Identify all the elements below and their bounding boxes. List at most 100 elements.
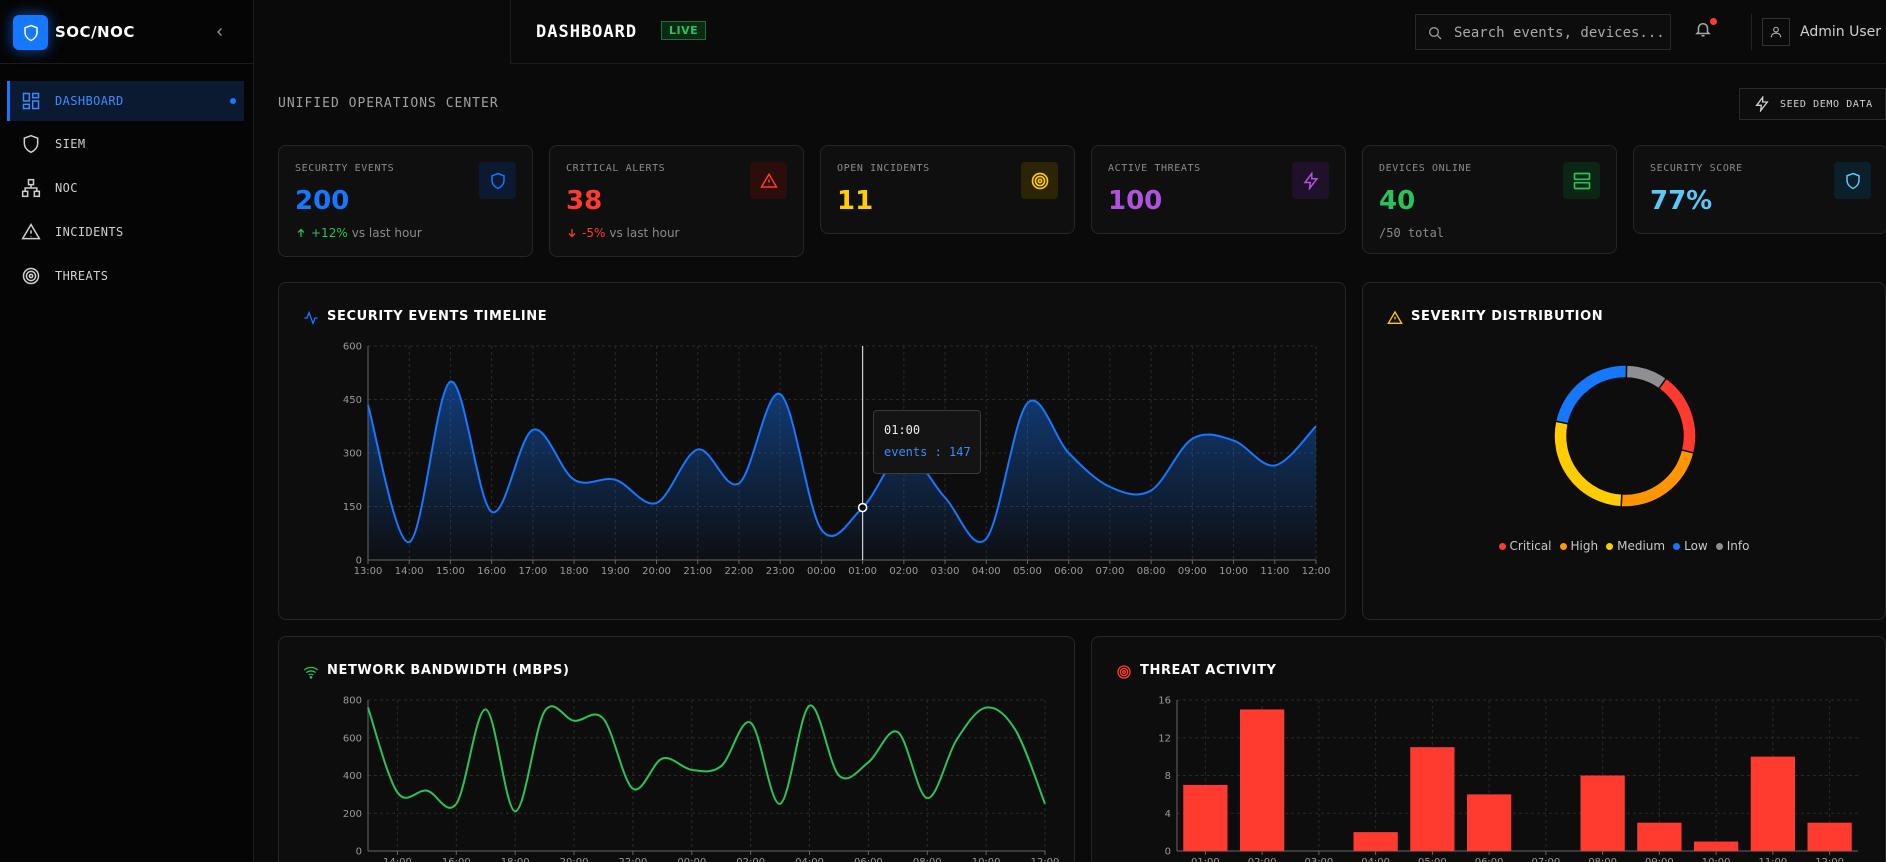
legend-swatch — [1715, 542, 1723, 550]
stat-card-active-threats: ACTIVE THREATS 100 — [1091, 145, 1346, 234]
donut-slice-info — [1625, 364, 1668, 390]
x-tick-label: 05:00 — [1418, 857, 1447, 862]
x-tick-label: 12:00 — [1815, 857, 1844, 862]
sidebar-item-noc[interactable]: NOC — [7, 168, 244, 208]
donut-slice-medium — [1553, 420, 1623, 508]
x-tick-label: 01:00 — [848, 566, 877, 577]
panel-title: SECURITY EVENTS TIMELINE — [327, 309, 548, 324]
dashboard-icon — [20, 90, 42, 112]
user-name: Admin User — [1800, 24, 1881, 40]
x-tick-label: 20:00 — [560, 857, 589, 862]
x-tick-label: 02:00 — [889, 566, 918, 577]
tooltip-time: 01:00 — [884, 423, 921, 437]
alert-triangle-icon — [750, 162, 787, 199]
x-tick-label: 18:00 — [560, 566, 589, 577]
legend-label: Medium — [1617, 539, 1666, 553]
sidebar-item-siem[interactable]: SIEM — [7, 124, 244, 164]
legend-swatch — [1606, 542, 1614, 550]
stat-change: -5% vs last hour — [566, 226, 680, 240]
search-input[interactable] — [1454, 23, 1664, 43]
bar — [1807, 822, 1852, 851]
x-tick-label: 08:00 — [1137, 566, 1166, 577]
severity-panel: SEVERITY DISTRIBUTION Critical High Medi… — [1362, 282, 1886, 620]
x-tick-label: 04:00 — [1361, 857, 1390, 862]
x-tick-label: 07:00 — [1531, 857, 1560, 862]
sidebar-item-label: NOC — [55, 181, 78, 195]
user-menu[interactable]: Admin User — [1751, 14, 1886, 50]
bar — [1466, 794, 1512, 851]
notifications-button[interactable] — [1694, 18, 1718, 44]
x-tick-label: 15:00 — [436, 566, 465, 577]
target-icon — [1021, 162, 1058, 199]
legend-label: Low — [1684, 539, 1708, 553]
target-icon — [1117, 665, 1131, 679]
lightning-icon — [1755, 96, 1769, 112]
stat-card-security-score: SECURITY SCORE 77% — [1633, 145, 1886, 234]
y-tick-label: 12 — [1158, 733, 1171, 744]
seed-demo-data-button[interactable]: SEED DEMO DATA — [1739, 88, 1886, 120]
legend-swatch — [1498, 542, 1506, 550]
seed-button-label: SEED DEMO DATA — [1780, 98, 1873, 110]
x-tick-label: 10:00 — [1702, 857, 1731, 862]
stat-label: SECURITY EVENTS — [295, 163, 395, 174]
x-tick-label: 00:00 — [807, 566, 836, 577]
x-tick-label: 14:00 — [383, 857, 412, 862]
server-icon — [1563, 162, 1600, 199]
legend-item: Info — [1715, 539, 1749, 553]
bar — [1353, 832, 1398, 851]
bar — [1580, 775, 1625, 851]
y-tick-label: 0 — [356, 556, 362, 567]
stat-change: +12% vs last hour — [295, 226, 422, 240]
bandwidth-chart[interactable]: 0 200 400 600 800 14:00 16:00 18:00 20:00 22:00 00… — [278, 636, 1075, 862]
activity-icon — [304, 310, 318, 326]
severity-donut-chart[interactable] — [1363, 283, 1886, 533]
stat-value: 77% — [1650, 186, 1713, 216]
series-line — [367, 704, 1046, 813]
y-tick-label: 200 — [343, 809, 362, 820]
tooltip-value: events : 147 — [884, 445, 971, 459]
x-tick-label: 10:00 — [972, 857, 1001, 862]
sidebar-item-label: DASHBOARD — [55, 94, 124, 108]
stat-label: SECURITY SCORE — [1650, 163, 1743, 174]
sidebar-item-dashboard[interactable]: DASHBOARD — [7, 81, 244, 121]
x-tick-label: 12:00 — [1302, 566, 1331, 577]
donut-slice-high — [1620, 449, 1695, 508]
stat-card-open-incidents: OPEN INCIDENTS 11 — [820, 145, 1075, 234]
x-tick-label: 07:00 — [1095, 566, 1124, 577]
search-box[interactable] — [1415, 14, 1671, 50]
donut-slice-critical — [1657, 377, 1697, 454]
shield-icon — [20, 133, 42, 155]
bar — [1750, 756, 1796, 851]
timeline-chart[interactable]: 0 150 300 450 600 13:00 14:00 15:00 16:00 17:00 18… — [278, 282, 1346, 620]
hover-point — [857, 502, 868, 513]
stat-value: 11 — [837, 186, 874, 216]
legend-label: High — [1570, 539, 1599, 553]
threat-activity-chart[interactable]: 0 4 8 12 16 01:00 02:00 03:00 04:00 05:00 06:00 07:… — [1091, 636, 1886, 862]
collapse-sidebar-button[interactable] — [210, 20, 230, 44]
donut-slice-low — [1554, 364, 1628, 425]
live-badge: LIVE — [661, 21, 707, 40]
sidebar-item-threats[interactable]: THREATS — [7, 256, 244, 296]
bandwidth-panel: NETWORK BANDWIDTH (MBPS) — [278, 636, 1075, 862]
target-icon — [20, 265, 42, 287]
x-tick-label: 22:00 — [725, 566, 754, 577]
x-tick-label: 23:00 — [766, 566, 795, 577]
arrow-down-icon — [568, 229, 576, 238]
x-tick-label: 04:00 — [795, 857, 824, 862]
x-tick-label: 16:00 — [442, 857, 471, 862]
bar — [1637, 822, 1682, 851]
sidebar-item-label: INCIDENTS — [55, 225, 124, 239]
y-tick-label: 400 — [343, 771, 362, 782]
stat-change-value: -5% — [582, 226, 606, 240]
x-tick-label: 09:00 — [1645, 857, 1674, 862]
y-tick-label: 4 — [1165, 809, 1171, 820]
bar — [1410, 747, 1455, 851]
search-icon — [1429, 27, 1442, 40]
sidebar-item-incidents[interactable]: INCIDENTS — [7, 212, 244, 252]
x-tick-label: 02:00 — [1248, 857, 1277, 862]
arrow-up-icon — [297, 228, 305, 237]
legend-item: High — [1559, 539, 1599, 553]
x-tick-label: 06:00 — [1054, 566, 1083, 577]
series-line — [367, 380, 1317, 544]
alert-triangle-icon — [20, 221, 42, 243]
